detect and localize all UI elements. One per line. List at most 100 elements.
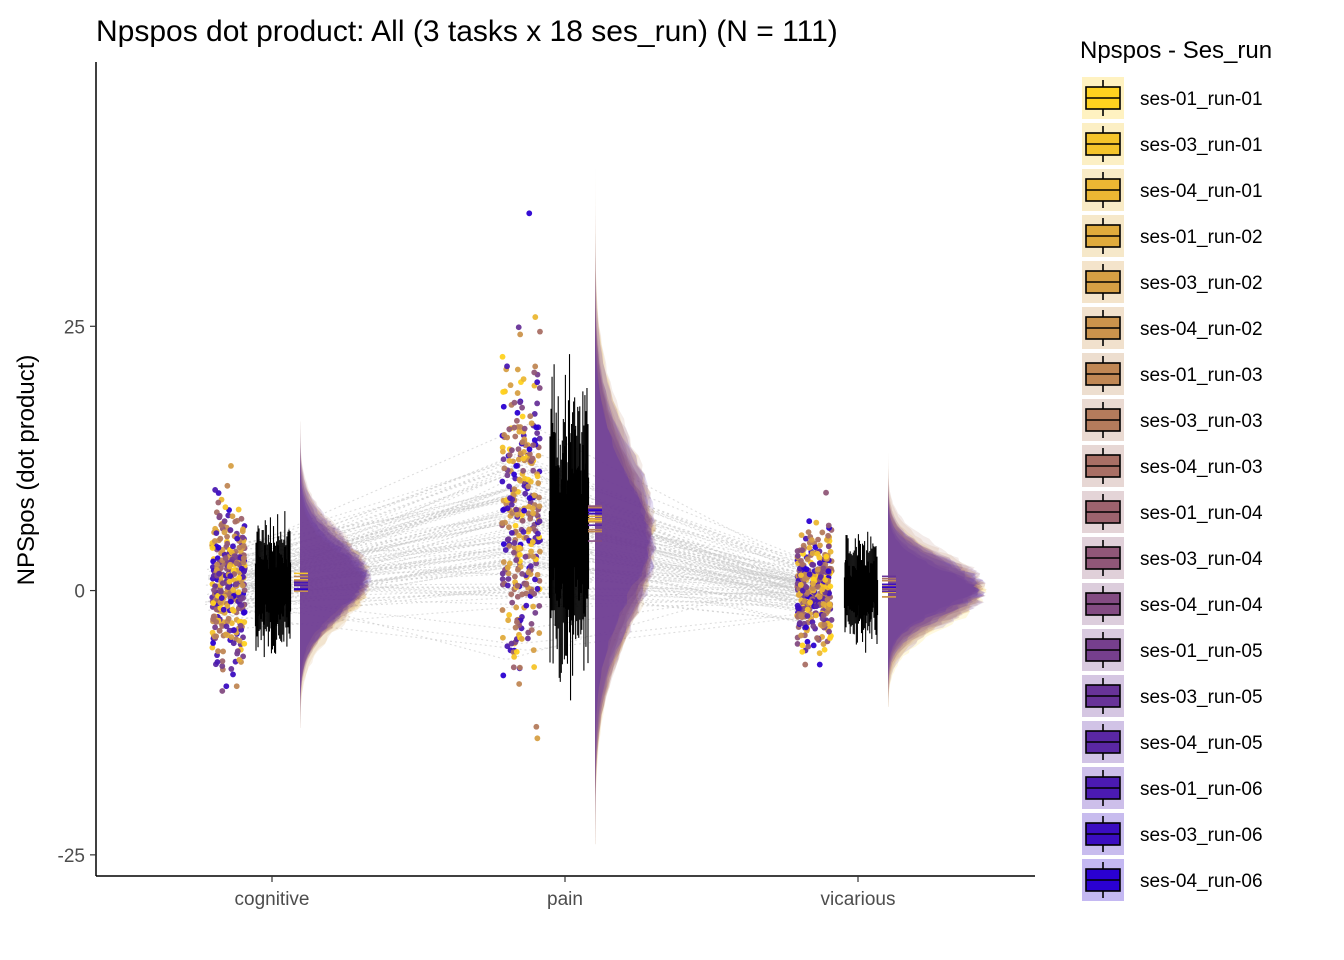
box-body	[263, 573, 266, 625]
legend-label: ses-04_run-01	[1140, 181, 1263, 202]
density-2-5	[888, 453, 985, 707]
data-point	[513, 463, 520, 469]
data-point	[504, 434, 511, 441]
data-point	[224, 482, 231, 489]
density-2-15	[888, 453, 986, 707]
density-1-10	[595, 104, 657, 845]
data-point	[534, 735, 541, 742]
box-body	[288, 562, 292, 612]
data-point	[500, 456, 507, 463]
legend-label: ses-01_run-06	[1140, 779, 1263, 800]
data-point	[806, 544, 813, 551]
data-point	[796, 620, 803, 626]
data-point	[520, 467, 527, 474]
data-point	[500, 672, 507, 679]
data-point	[820, 565, 827, 572]
data-point	[239, 528, 246, 535]
data-point	[536, 603, 543, 609]
data-point	[506, 611, 513, 618]
data-point	[519, 439, 526, 446]
data-point	[527, 515, 534, 522]
data-point	[817, 542, 823, 549]
data-point	[821, 646, 828, 653]
data-point	[500, 507, 506, 513]
data-point	[526, 495, 533, 501]
density-0-11	[300, 421, 371, 728]
data-point	[803, 566, 810, 573]
density-clouds	[300, 104, 988, 845]
density-1-4	[595, 104, 654, 845]
data-point	[511, 653, 518, 660]
data-point	[813, 603, 820, 610]
data-point	[798, 532, 805, 539]
data-point	[234, 648, 241, 655]
legend-label: ses-04_run-02	[1140, 319, 1263, 340]
data-point	[230, 543, 236, 550]
data-point	[533, 424, 540, 431]
data-point	[514, 366, 521, 373]
data-point	[531, 410, 538, 417]
data-point	[224, 533, 230, 540]
data-point	[794, 640, 801, 647]
data-point	[514, 511, 521, 518]
data-point	[501, 465, 508, 472]
data-point	[520, 455, 527, 462]
data-point	[535, 480, 542, 487]
data-point	[240, 609, 247, 616]
data-point	[536, 630, 543, 636]
data-point	[527, 478, 534, 485]
data-point	[220, 648, 227, 655]
density-2-4	[888, 453, 982, 707]
subject-line	[212, 586, 805, 591]
legend-label: ses-04_run-03	[1140, 457, 1263, 478]
data-point	[241, 619, 248, 625]
data-point	[825, 522, 832, 529]
density-0-17	[300, 421, 369, 728]
data-point	[530, 603, 537, 610]
density-1-3	[595, 104, 652, 845]
data-point	[810, 642, 817, 649]
legend-label: ses-04_run-06	[1140, 871, 1263, 892]
density-2-10	[888, 453, 984, 707]
density-0-13	[300, 421, 371, 728]
data-point	[532, 314, 539, 320]
data-point	[534, 585, 541, 592]
data-point	[822, 577, 829, 583]
data-point	[816, 594, 823, 600]
legend-label: ses-03_run-01	[1140, 135, 1263, 156]
data-point	[795, 592, 802, 598]
data-point	[519, 570, 526, 577]
data-point	[210, 600, 217, 606]
data-point	[520, 376, 527, 382]
data-point	[215, 499, 222, 506]
data-point	[814, 635, 820, 641]
data-point	[225, 615, 232, 622]
data-point	[500, 559, 507, 565]
legend-item: ses-01_run-05	[1082, 629, 1263, 671]
data-point	[504, 363, 510, 370]
x-tick-label: cognitive	[235, 889, 310, 910]
data-point	[212, 487, 219, 493]
data-point	[218, 595, 225, 601]
data-point	[536, 503, 543, 510]
legend-item: ses-04_run-01	[1082, 169, 1263, 211]
subject-line	[212, 515, 816, 595]
density-0-1	[300, 421, 371, 728]
data-point	[241, 640, 248, 647]
subject-line	[208, 521, 805, 585]
data-point	[512, 573, 518, 580]
density-2-12	[888, 453, 983, 707]
data-point	[825, 568, 832, 575]
data-point	[508, 591, 515, 598]
density-2-3	[888, 453, 988, 707]
data-point	[819, 586, 826, 593]
subject-line	[241, 603, 812, 629]
data-point	[211, 587, 217, 594]
data-point	[798, 632, 804, 639]
data-point	[514, 582, 521, 589]
data-point	[232, 518, 239, 525]
data-point	[238, 602, 245, 609]
data-point	[216, 570, 223, 577]
data-point	[227, 527, 234, 533]
data-point	[532, 576, 538, 583]
